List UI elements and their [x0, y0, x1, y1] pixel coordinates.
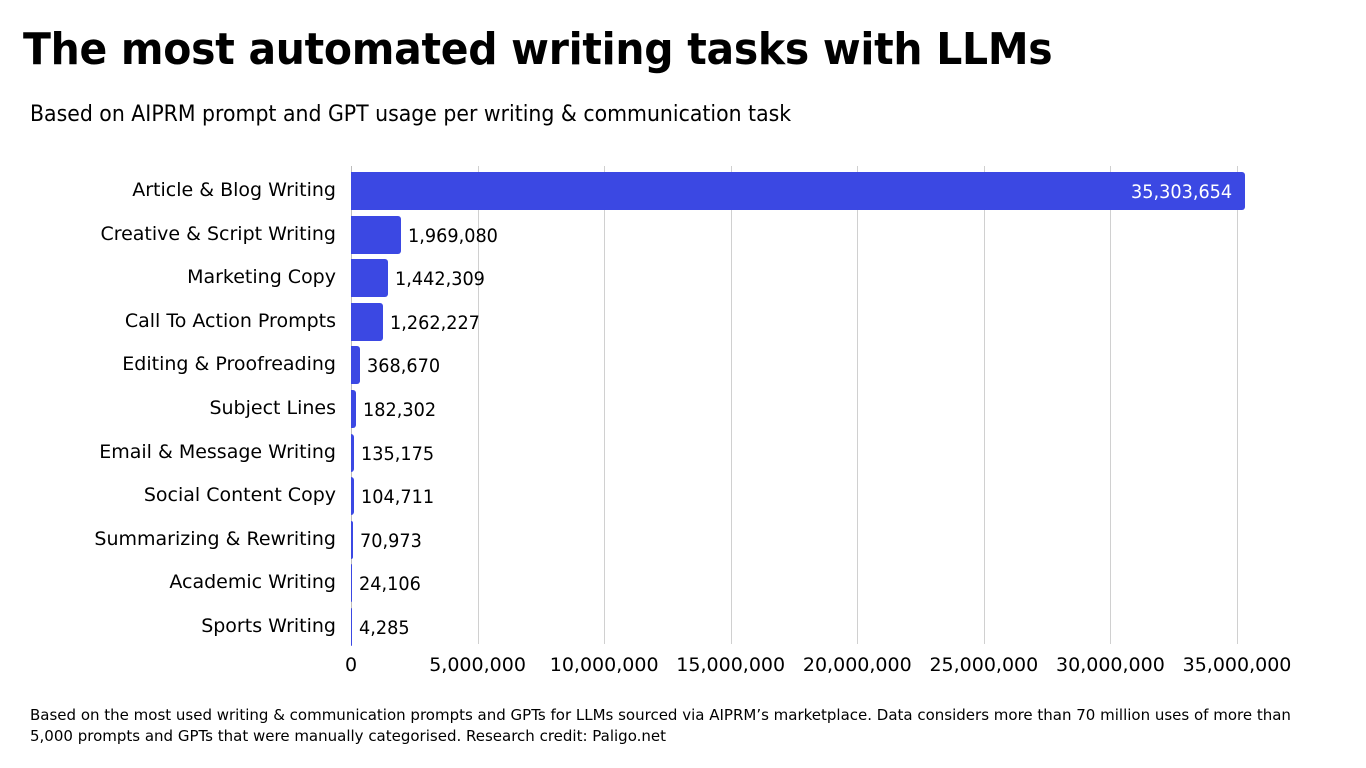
- bar-row: 135,175: [351, 433, 1251, 472]
- bar-value-label: 1,969,080: [407, 224, 498, 247]
- x-tick-label: 30,000,000: [1056, 654, 1165, 676]
- category-label: Social Content Copy: [143, 484, 336, 507]
- category-label: Call To Action Prompts: [124, 309, 336, 332]
- gridline: [477, 166, 479, 644]
- gridline: [1237, 166, 1238, 644]
- category-label: Sports Writing: [201, 615, 336, 637]
- bar-row: 24,106: [351, 564, 1251, 603]
- bar: [351, 608, 352, 646]
- x-tick-label: 15,000,000: [676, 654, 786, 676]
- category-label: Creative & Script Writing: [100, 222, 336, 245]
- x-tick-label: 35,000,000: [1182, 654, 1292, 676]
- bar-value-label: 1,442,309: [394, 268, 485, 291]
- bar-row: 1,442,309: [351, 259, 1251, 298]
- footer-note: Based on the most used writing & communi…: [30, 706, 1291, 745]
- bar-value-label: 104,711: [360, 486, 434, 509]
- gridline: [1110, 166, 1112, 644]
- chart-subtitle: Based on AIPRM prompt and GPT usage per …: [30, 102, 792, 127]
- bar-row: 4,285: [351, 608, 1251, 646]
- x-tick-label: 20,000,000: [802, 654, 912, 676]
- x-tick-label: 0: [344, 654, 358, 676]
- bar-value-label: 368,670: [367, 355, 441, 378]
- bar-value-label: 35,303,654: [1130, 181, 1232, 203]
- bar: [351, 346, 361, 385]
- bar-value-label: 135,175: [361, 442, 435, 465]
- bar: [351, 172, 1245, 210]
- bar: [351, 477, 354, 516]
- x-tick-label: 25,000,000: [929, 654, 1039, 676]
- gridline: [604, 166, 606, 644]
- bar: [351, 564, 352, 603]
- bar-row: 104,711: [351, 477, 1251, 516]
- bar-value-label: 4,285: [359, 617, 410, 639]
- bar-value-label: 182,302: [362, 399, 436, 421]
- bar: [351, 215, 401, 254]
- category-label: Article & Blog Writing: [132, 179, 336, 201]
- bar-value-label: 70,973: [359, 529, 422, 552]
- bar-row: 182,302: [351, 390, 1251, 428]
- x-tick-label: 5,000,000: [429, 654, 526, 676]
- gridline: [857, 166, 859, 644]
- category-label: Email & Message Writing: [99, 440, 336, 463]
- plot-area: 35,303,654 1,969,080 1,442,309 1,262,227 368…: [351, 166, 1251, 646]
- category-label: Editing & Proofreading: [122, 353, 336, 376]
- bar: [351, 259, 388, 298]
- gridline: [730, 166, 732, 644]
- bar-row: 1,262,227: [351, 302, 1251, 341]
- gridline: [983, 166, 985, 644]
- bar: [351, 302, 383, 341]
- category-label: Marketing Copy: [187, 266, 336, 289]
- bar-value-label: 24,106: [359, 573, 421, 596]
- category-label: Summarizing & Rewriting: [94, 527, 336, 550]
- category-label: Academic Writing: [169, 571, 336, 594]
- bar-row: 70,973: [351, 520, 1251, 559]
- category-label: Subject Lines: [209, 397, 336, 419]
- bar: [351, 390, 356, 428]
- bar-row: 35,303,654: [351, 172, 1251, 210]
- chart-title: The most automated writing tasks with LL…: [23, 24, 1053, 75]
- bar-row: 1,969,080: [351, 215, 1251, 254]
- bar-value-label: 1,262,227: [389, 311, 480, 334]
- bar: [351, 520, 353, 559]
- bar-row: 368,670: [351, 346, 1251, 385]
- x-tick-label: 10,000,000: [549, 654, 659, 676]
- bar: [351, 433, 355, 472]
